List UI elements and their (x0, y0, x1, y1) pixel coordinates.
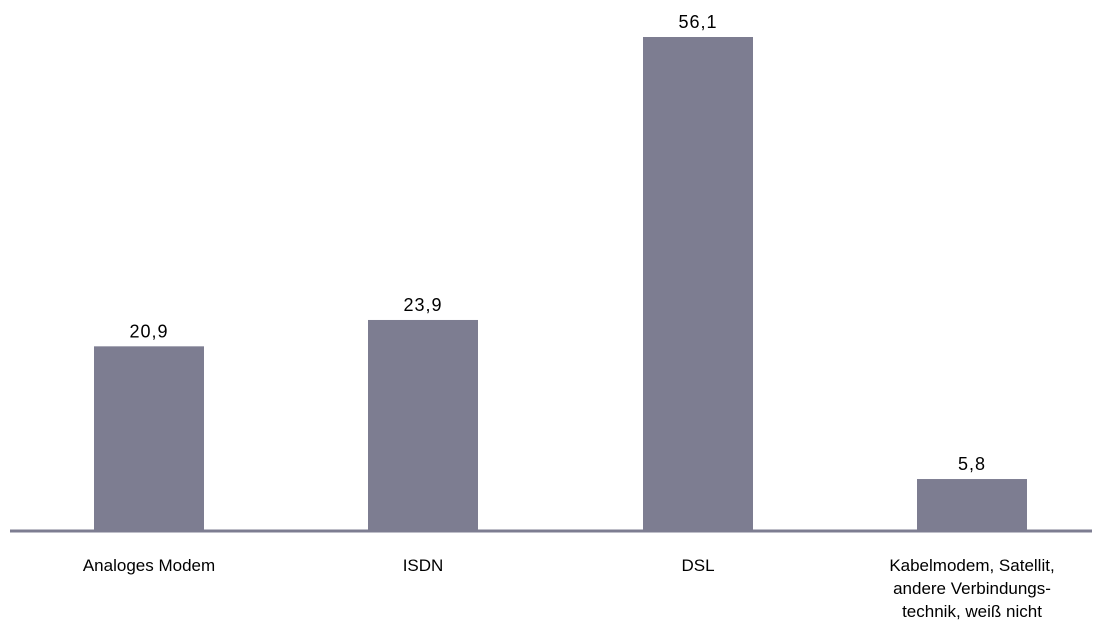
bar (643, 37, 753, 530)
bar-value-label: 56,1 (678, 12, 717, 32)
category-label: ISDN (403, 556, 444, 575)
category-label: Kabelmodem, Satellit, (889, 556, 1054, 575)
category-label: technik, weiß nicht (902, 602, 1042, 621)
bar-value-label: 5,8 (958, 454, 986, 474)
bar (94, 346, 204, 530)
category-labels-group: Analoges Modem ISDN DSL Kabelmodem, Satelli… (83, 556, 1055, 621)
bar-value-label: 23,9 (403, 295, 442, 315)
bar (368, 319, 478, 530)
value-labels-group: 20,9 23,9 56,1 5,8 (129, 12, 986, 474)
bar (917, 479, 1027, 530)
bar-value-label: 20,9 (129, 321, 168, 341)
category-label: Analoges Modem (83, 556, 215, 575)
category-label: andere Verbindungs- (893, 579, 1051, 598)
bars-group (94, 37, 1027, 530)
category-label: DSL (681, 556, 714, 575)
